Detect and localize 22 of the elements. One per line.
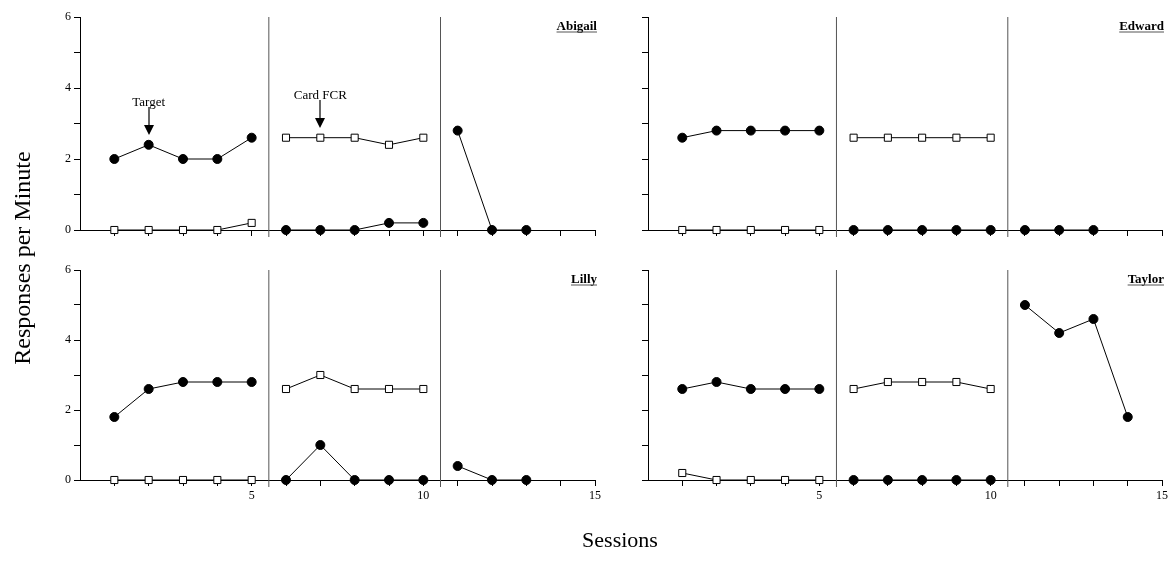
y-tick-label: 6 [65, 9, 71, 24]
annotation: Card FCR [293, 86, 347, 102]
y-tick-label: 6 [65, 262, 71, 277]
y-tick-label: 2 [65, 402, 71, 417]
chart-title: Abigail [556, 18, 598, 33]
y-tick-label: 0 [65, 222, 71, 237]
x-tick-label: 5 [816, 488, 823, 503]
y-tick-label: 4 [65, 332, 71, 347]
x-tick-label: 15 [589, 488, 601, 503]
chart-title: Lilly [570, 271, 598, 286]
x-tick-label: 10 [984, 488, 997, 503]
y-tick-label: 0 [65, 472, 71, 487]
x-tick-label: 10 [417, 488, 430, 503]
y-axis-title: Responses per Minute [8, 151, 36, 365]
y-tick-label: 4 [65, 80, 71, 95]
x-tick-label: 5 [248, 488, 255, 503]
y-tick-label: 2 [65, 151, 71, 166]
annotation: Target [132, 93, 166, 109]
chart-title: Edward [1119, 18, 1165, 33]
x-axis-title: Sessions [582, 527, 658, 553]
x-tick-label: 15 [1156, 488, 1168, 503]
chart-title: Taylor [1127, 271, 1165, 286]
